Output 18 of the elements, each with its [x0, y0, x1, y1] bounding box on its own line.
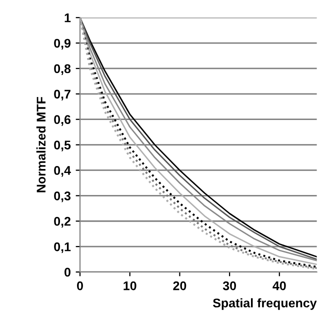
y-tick-label: 0,7: [54, 90, 70, 100]
y-tick-label: 0,5: [54, 140, 71, 152]
y-tick-label: 0,6: [54, 115, 71, 126]
y-tick-label: 0,2: [54, 216, 70, 228]
y-tick-label: 0,4: [54, 166, 71, 177]
x-tick-label: 0: [77, 281, 83, 290]
x-tick-label: 30: [222, 281, 236, 290]
y-tick-label: 0,9: [54, 38, 71, 50]
y-axis-title: Normalized MTF: [36, 96, 46, 192]
y-tick-label: 0,3: [54, 191, 71, 202]
x-tick-label: 40: [272, 281, 286, 290]
x-tick-label: 20: [173, 281, 186, 290]
y-tick-label: 1: [64, 14, 71, 22]
y-tick-label: 0: [64, 268, 70, 277]
y-tick-label: 0,8: [54, 64, 71, 75]
x-tick-label: 10: [124, 281, 136, 290]
x-axis-title: Spatial frequency: [212, 298, 317, 310]
y-tick-label: 0,1: [54, 242, 71, 254]
